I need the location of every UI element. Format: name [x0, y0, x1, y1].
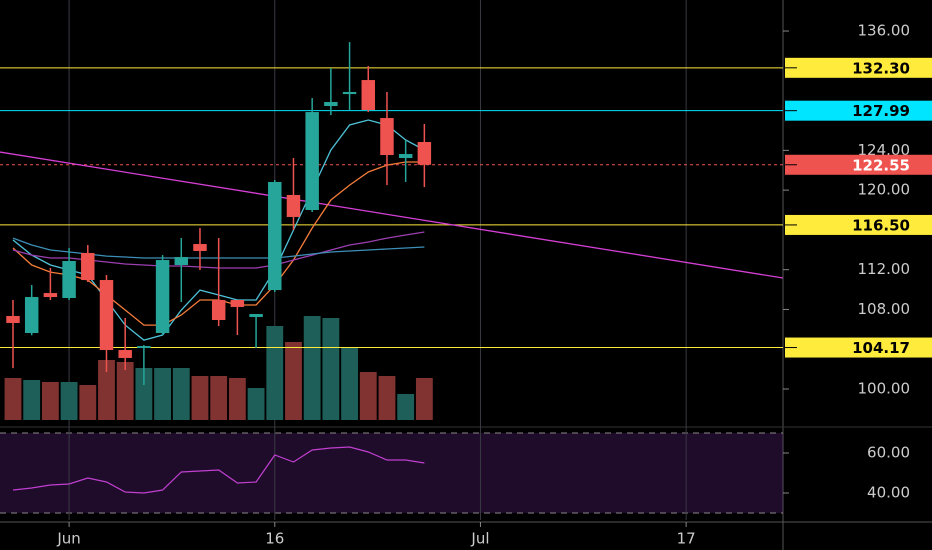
- volume-bar: [285, 342, 302, 420]
- volume-bar: [98, 360, 115, 420]
- candle-body: [268, 181, 282, 291]
- price-label: 132.30: [852, 59, 910, 77]
- trendline: [0, 151, 784, 279]
- rsi-band: [0, 433, 783, 513]
- volume-bar: [154, 368, 171, 420]
- candle-body: [342, 91, 357, 95]
- volume-bar: [135, 368, 153, 420]
- candle-body: [43, 293, 58, 298]
- volume-bar: [415, 378, 433, 420]
- volume-bar: [266, 326, 284, 420]
- candle-body: [137, 346, 151, 349]
- volume-bar: [23, 380, 41, 420]
- y-tick-label: 40.00: [867, 484, 910, 502]
- volume-bar: [303, 316, 321, 420]
- candle-body: [211, 300, 226, 320]
- price-label: 116.50: [852, 216, 910, 234]
- price-label: 104.17: [852, 339, 910, 357]
- y-tick-label: 120.00: [858, 181, 911, 199]
- x-tick-label: Jun: [56, 530, 80, 548]
- candle-body: [62, 261, 76, 299]
- volume-bar: [359, 372, 377, 420]
- price-label-box: [785, 100, 932, 121]
- candle-body: [24, 297, 39, 334]
- candle-body: [230, 300, 245, 307]
- y-tick-label: 112.00: [858, 260, 911, 278]
- candle-body: [286, 194, 301, 217]
- volume-bar: [172, 368, 190, 420]
- volume-bar: [116, 362, 134, 420]
- price-label-box: [785, 154, 932, 175]
- price-label-box: [785, 57, 932, 78]
- candle-body: [249, 314, 263, 318]
- candle-body: [81, 252, 95, 281]
- price-label-box: [785, 214, 932, 235]
- x-tick-label: Jul: [470, 530, 489, 548]
- volume-bar: [191, 376, 209, 420]
- volume-bar: [397, 394, 415, 420]
- volume-bar: [378, 376, 396, 420]
- y-tick-label: 136.00: [858, 22, 911, 40]
- volume-bar: [341, 348, 358, 420]
- candle-body: [99, 280, 114, 351]
- volume-bar: [4, 378, 22, 420]
- candle-body: [380, 118, 394, 156]
- x-tick-label: 16: [265, 530, 284, 548]
- candle-body: [155, 260, 170, 334]
- price-label-box: [785, 337, 932, 358]
- y-tick-label: 60.00: [867, 444, 910, 462]
- candle-body: [361, 80, 375, 110]
- volume-bar: [79, 385, 97, 420]
- candle-body: [324, 102, 338, 107]
- y-tick-label: 108.00: [858, 300, 911, 318]
- candle-body: [118, 350, 132, 358]
- price-label: 127.99: [852, 102, 910, 120]
- candle-body: [417, 141, 432, 165]
- volume-bar: [210, 376, 228, 420]
- volume-bar: [60, 382, 78, 420]
- candle-body: [174, 257, 189, 266]
- volume-bar: [247, 388, 265, 420]
- volume-bar: [322, 318, 340, 420]
- y-tick-label: 100.00: [858, 380, 911, 398]
- candle-body: [398, 154, 413, 159]
- candle-body: [193, 244, 207, 251]
- volume-bar: [41, 382, 59, 420]
- x-tick-label: 17: [677, 530, 696, 548]
- candle-body: [6, 316, 20, 323]
- rsi-line: [12, 446, 425, 494]
- volume-bar: [228, 378, 246, 420]
- y-tick-label: 124.00: [858, 141, 911, 159]
- candle-body: [305, 112, 319, 211]
- price-label: 122.55: [852, 156, 910, 174]
